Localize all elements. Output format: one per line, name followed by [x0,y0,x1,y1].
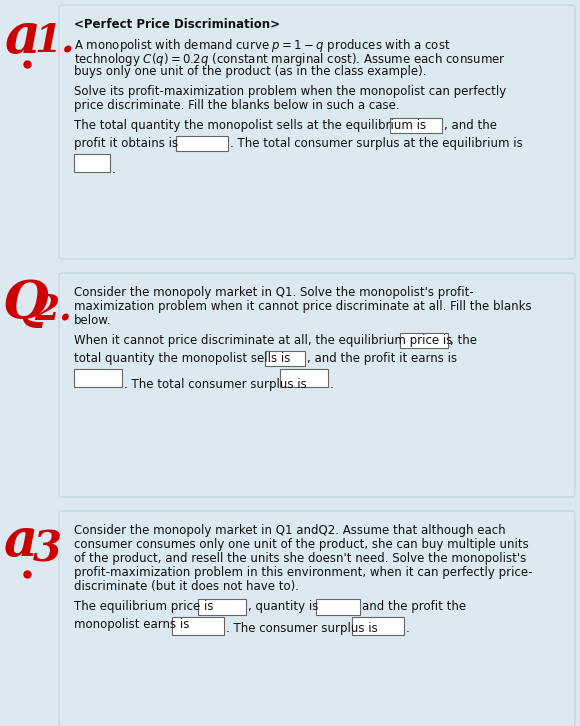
Text: , the: , the [450,334,477,347]
Bar [74,369,122,387]
Text: profit it obtains is: profit it obtains is [74,137,178,150]
Text: price discriminate. Fill the blanks below in such a case.: price discriminate. Fill the blanks belo… [74,99,400,112]
Text: 2.: 2. [34,292,72,326]
Bar [172,617,224,635]
Text: of the product, and resell the units she doesn't need. Solve the monopolist's: of the product, and resell the units she… [74,552,526,565]
Text: consumer consumes only one unit of the product, she can buy multiple units: consumer consumes only one unit of the p… [74,538,529,551]
Text: 1.: 1. [34,22,74,60]
Text: Consider the monopoly market in Q1 andQ2. Assume that although each: Consider the monopoly market in Q1 andQ2… [74,524,506,537]
Text: profit-maximization problem in this environment, when it can perfectly price-: profit-maximization problem in this envi… [74,566,532,579]
Bar [198,599,246,615]
Text: <Perfect Price Discrimination>: <Perfect Price Discrimination> [74,18,280,31]
Text: . The consumer surplus is: . The consumer surplus is [226,622,378,635]
Text: . The total consumer surplus at the equilibrium is: . The total consumer surplus at the equi… [230,137,523,150]
FancyBboxPatch shape [59,511,575,726]
Text: buys only one unit of the product (as in the class example).: buys only one unit of the product (as in… [74,65,426,78]
FancyBboxPatch shape [59,273,575,497]
Text: The equilibrium price is: The equilibrium price is [74,600,213,613]
Text: Q: Q [2,278,48,329]
Bar [74,154,110,172]
Text: monopolist earns is: monopolist earns is [74,618,190,631]
Text: technology $C(q) = 0.2q$ (constant marginal cost). Assume each consumer: technology $C(q) = 0.2q$ (constant margi… [74,51,506,68]
Bar [316,599,360,615]
Text: A monopolist with demand curve $p = 1 - q$ produces with a cost: A monopolist with demand curve $p = 1 - … [74,37,451,54]
Text: maximization problem when it cannot price discriminate at all. Fill the blanks: maximization problem when it cannot pric… [74,300,532,313]
Text: a: a [3,516,37,567]
Text: 3: 3 [33,528,62,570]
Bar [352,617,404,635]
Text: Consider the monopoly market in Q1. Solve the monopolist's profit-: Consider the monopoly market in Q1. Solv… [74,286,474,299]
Text: discriminate (but it does not have to).: discriminate (but it does not have to). [74,580,299,593]
Bar [400,333,448,348]
Text: .: . [406,622,409,635]
Text: a: a [4,10,40,65]
Text: , and the: , and the [444,119,497,132]
Text: . The total consumer surplus is: . The total consumer surplus is [124,378,307,391]
Bar [390,118,442,133]
Bar [176,136,228,151]
Text: .: . [112,163,116,176]
Text: , and the profit it earns is: , and the profit it earns is [307,352,457,365]
Text: , quantity is: , quantity is [248,600,318,613]
Text: Solve its profit-maximization problem when the monopolist can perfectly: Solve its profit-maximization problem wh… [74,85,506,98]
Bar [280,369,328,387]
FancyBboxPatch shape [59,5,575,259]
Text: When it cannot price discriminate at all, the equilibrium price is: When it cannot price discriminate at all… [74,334,452,347]
Text: and the profit the: and the profit the [362,600,466,613]
Text: The total quantity the monopolist sells at the equilibrium is: The total quantity the monopolist sells … [74,119,426,132]
Text: below.: below. [74,314,111,327]
Text: .: . [330,378,334,391]
Bar [265,351,305,366]
Text: total quantity the monopolist sells is: total quantity the monopolist sells is [74,352,291,365]
